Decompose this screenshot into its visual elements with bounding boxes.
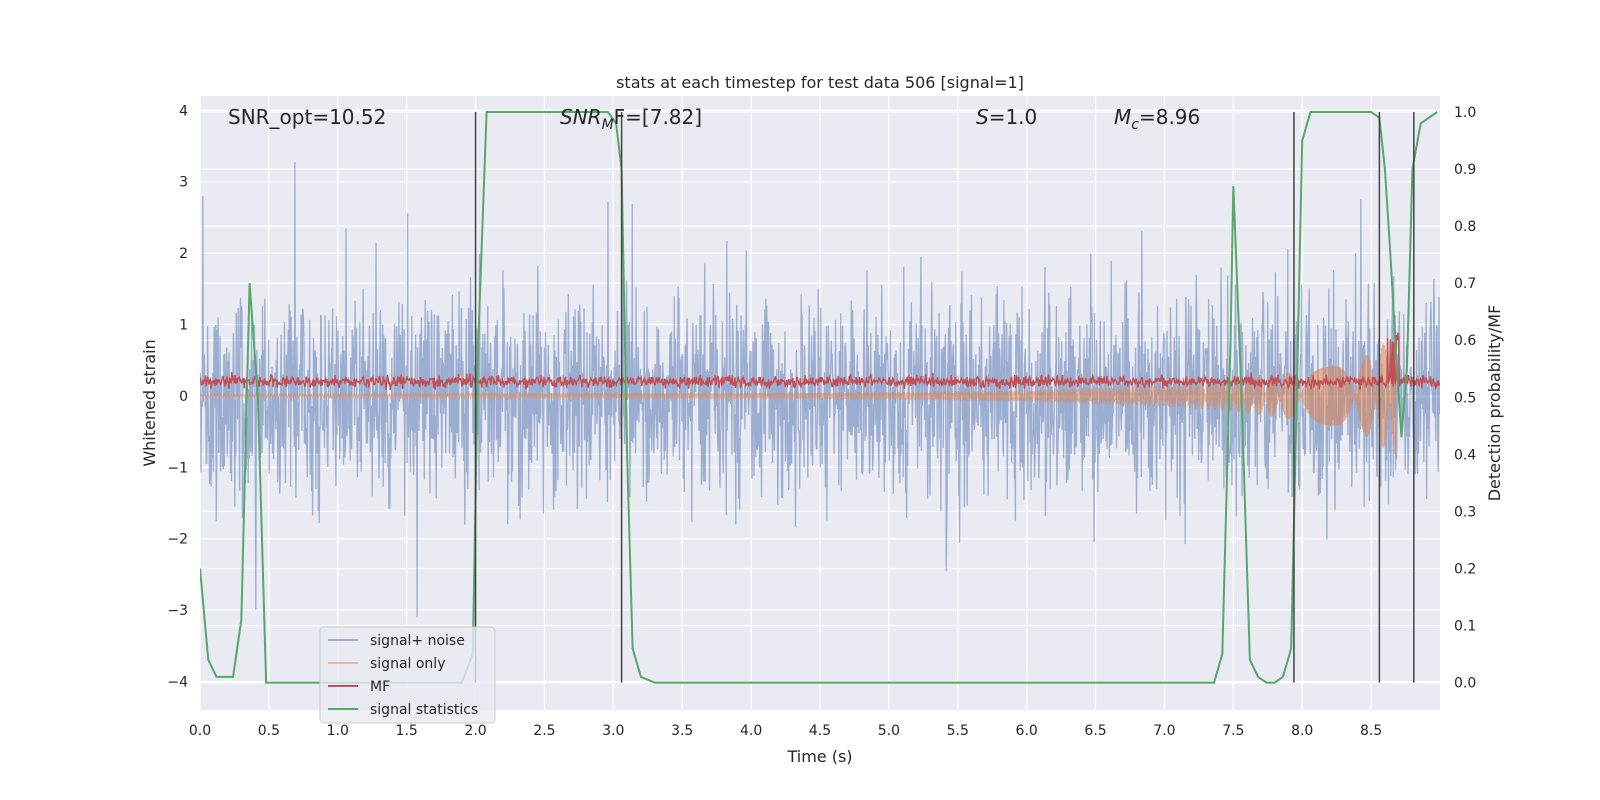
legend-label-signal-only: signal only [370, 656, 445, 672]
x-tick-label: 2.0 [464, 723, 486, 739]
x-tick-label: 2.5 [533, 723, 555, 739]
legend-label-signal-statistics: signal statistics [370, 702, 478, 718]
y-tick-label: −4 [167, 674, 188, 690]
x-tick-label: 0.5 [258, 723, 280, 739]
annotation-s: S=1.0 [976, 105, 1037, 129]
x-tick-label: 3.0 [602, 723, 624, 739]
annotation-mc-sub: c [1131, 117, 1139, 133]
annotation-mc: Mc=8.96 [1114, 105, 1200, 133]
y2-tick-label: 1.0 [1454, 105, 1476, 121]
x-tick-label: 1.0 [327, 723, 349, 739]
legend-label-mf: MF [370, 679, 390, 695]
x-tick-label: 1.5 [396, 723, 418, 739]
legend-box [319, 626, 496, 724]
annotation-s-main: S [976, 105, 989, 129]
y-tick-label: 3 [179, 175, 188, 191]
annotation-snr-mf: SNRMF=[7.82] [560, 105, 702, 133]
annotation-s-rest: =1.0 [989, 105, 1038, 129]
annotation-snr-mf-rest: F=[7.82] [614, 105, 702, 129]
y2-tick-label: 0.6 [1454, 333, 1476, 349]
y2-tick-label: 0.8 [1454, 219, 1476, 235]
chart-title: stats at each timestep for test data 506… [616, 73, 1024, 92]
legend: signal+ noise signal only MF signal stat… [319, 626, 496, 724]
y-tick-label: 2 [179, 246, 188, 262]
series-signal-only-line [200, 331, 1397, 460]
y2-tick-label: 0.7 [1454, 276, 1476, 292]
x-tick-label: 8.0 [1291, 723, 1313, 739]
x-tick-label: 5.0 [878, 723, 900, 739]
x-tick-label: 4.5 [809, 723, 831, 739]
y-axis-label: Whitened strain [140, 339, 159, 466]
annotation-mc-main: M [1114, 105, 1131, 129]
x-tick-label: 4.0 [740, 723, 762, 739]
y-tick-label: −2 [167, 532, 188, 548]
x-tick-label: 7.5 [1222, 723, 1244, 739]
y2-tick-label: 0.1 [1454, 619, 1476, 635]
x-axis-label: Time (s) [786, 747, 852, 766]
y-tick-label: 1 [179, 317, 188, 333]
y2-tick-label: 0.4 [1454, 447, 1476, 463]
y2-tick-label: 0.9 [1454, 162, 1476, 178]
annotation-snr-opt: SNR_opt=10.52 [228, 105, 386, 129]
legend-label-signal-noise: signal+ noise [370, 633, 465, 649]
x-tick-label: 6.5 [1084, 723, 1106, 739]
data-layer [200, 110, 1440, 684]
axes: 0.0 0.5 1.0 1.5 2.0 2.5 3.0 3.5 4.0 4.5 5.0 5.5 6.0 6… [167, 103, 1476, 739]
x-tick-label: 3.5 [671, 723, 693, 739]
series-signal-noise-line [200, 161, 1440, 618]
series-mf-line [200, 332, 1440, 391]
x-tick-label: 5.5 [947, 723, 969, 739]
y2-tick-label: 0.0 [1454, 676, 1476, 692]
x-tick-label: 6.0 [1016, 723, 1038, 739]
x-tick-label: 0.0 [189, 723, 211, 739]
x-tick-label: 8.5 [1360, 723, 1382, 739]
y-tick-label: −1 [167, 460, 188, 476]
y2-tick-label: 0.3 [1454, 504, 1476, 520]
y-tick-label: 4 [179, 103, 188, 119]
annotation-snr-mf-main: SNR [560, 105, 602, 129]
y-tick-label: 0 [179, 389, 188, 405]
y2-axis-label: Detection probability/MF [1485, 305, 1504, 502]
annotation-snr-mf-sub: M [602, 117, 614, 133]
x-tick-label: 7.0 [1153, 723, 1175, 739]
y2-tick-label: 0.5 [1454, 390, 1476, 406]
annotation-mc-rest: =8.96 [1139, 105, 1200, 129]
y2-tick-label: 0.2 [1454, 561, 1476, 577]
y-tick-label: −3 [167, 603, 188, 619]
series-signal-statistics-line [200, 110, 1438, 684]
vertical-lines [474, 111, 1415, 683]
